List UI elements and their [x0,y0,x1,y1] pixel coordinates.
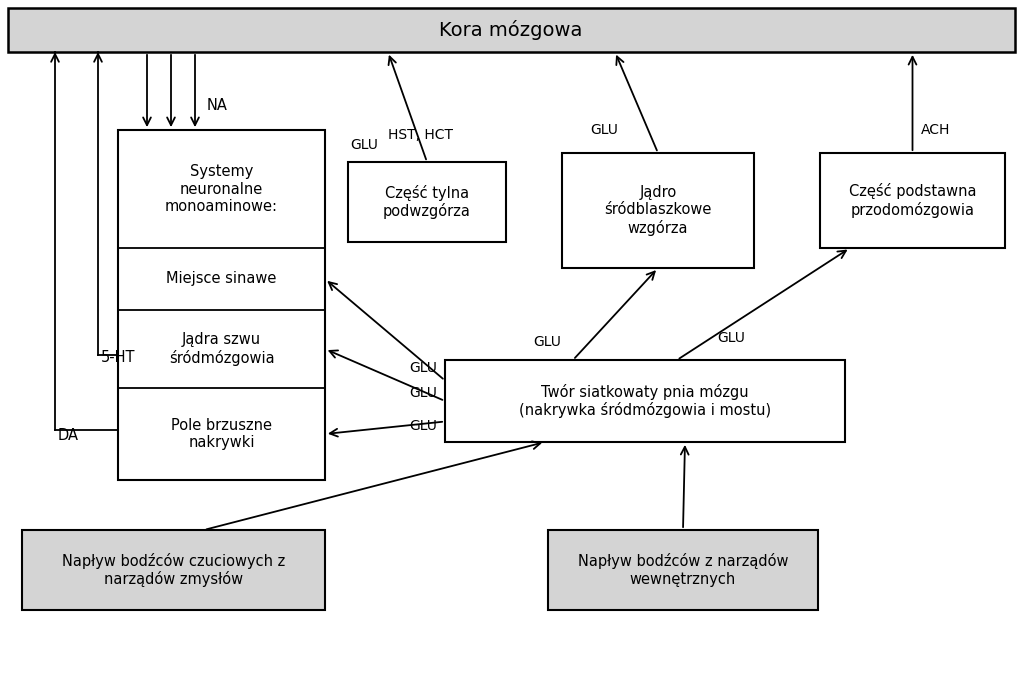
Text: Pole brzuszne
nakrywki: Pole brzuszne nakrywki [171,418,272,450]
Text: Napływ bodźców czuciowych z
narządów zmysłów: Napływ bodźców czuciowych z narządów zmy… [61,552,285,588]
Bar [348,162,506,242]
Bar [8,8,1015,52]
Bar [548,530,818,610]
Text: Część tylna
podwzgórza: Część tylna podwzgórza [383,185,471,219]
Text: Część podstawna
przodomózgowia: Część podstawna przodomózgowia [849,183,976,218]
Text: Napływ bodźców z narządów
wewnętrznych: Napływ bodźców z narządów wewnętrznych [578,553,789,587]
Text: Systemy
neuronalne
monoaminowe:: Systemy neuronalne monoaminowe: [165,164,278,214]
Text: NA: NA [207,97,228,112]
Text: GLU: GLU [717,331,745,345]
Bar [118,130,325,480]
Text: GLU: GLU [533,335,561,349]
Text: 5-HT: 5-HT [101,351,135,366]
Text: Jądra szwu
śródmózgowia: Jądra szwu śródmózgowia [169,332,274,366]
Text: Miejsce sinawe: Miejsce sinawe [167,271,276,286]
Text: Kora mózgowa: Kora mózgowa [439,20,583,40]
Text: GLU: GLU [409,362,437,376]
Text: Twór siatkowaty pnia mózgu
(nakrywka śródmózgowia i mostu): Twór siatkowaty pnia mózgu (nakrywka śró… [519,384,771,418]
Text: HST, HCT: HST, HCT [388,128,453,142]
Text: DA: DA [58,427,79,443]
Bar [562,153,754,268]
Text: GLU: GLU [409,386,437,400]
Text: GLU: GLU [350,138,377,152]
Bar [445,360,845,442]
Text: GLU: GLU [590,123,618,137]
Bar [820,153,1005,248]
Text: GLU: GLU [409,420,437,433]
Bar [23,530,325,610]
Text: Jądro
śródblaszkowe
wzgórza: Jądro śródblaszkowe wzgórza [605,185,712,236]
Text: ACH: ACH [921,123,950,137]
